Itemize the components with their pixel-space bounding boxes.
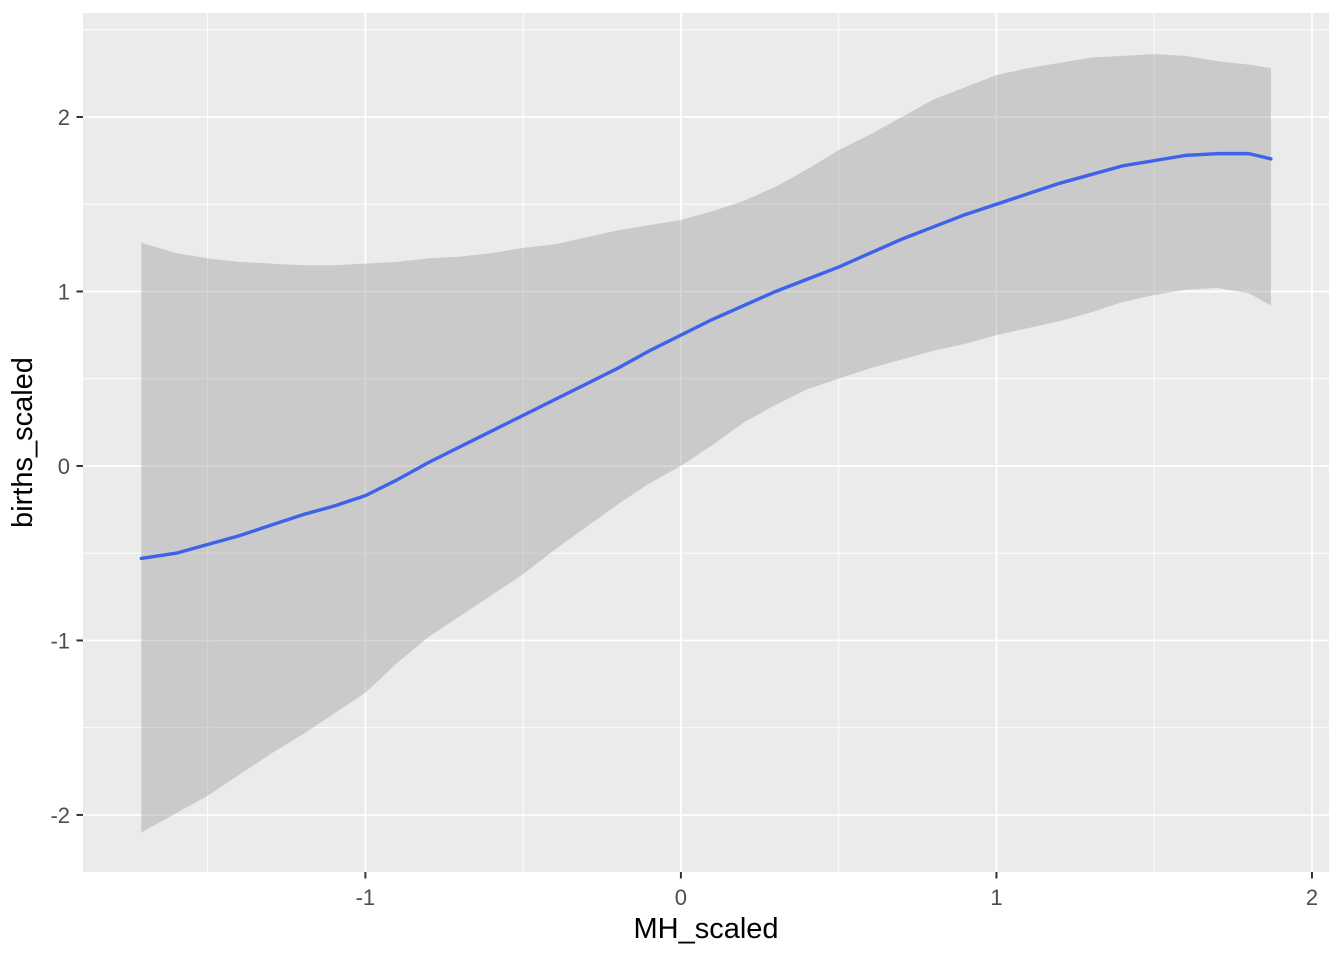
y-tick-label: 0 <box>58 454 70 479</box>
x-tick-label: 2 <box>1306 885 1318 910</box>
x-tick-label: -1 <box>356 885 376 910</box>
x-axis-title: MH_scaled <box>633 913 778 945</box>
y-tick-label: -1 <box>50 628 70 653</box>
y-axis-title: births_scaled <box>7 357 39 528</box>
panel-background <box>83 13 1329 872</box>
smooth-fit-line <box>139 151 1273 561</box>
x-tick-label: 0 <box>675 885 687 910</box>
confidence-ribbon <box>141 54 1271 833</box>
y-tick-label: 2 <box>58 105 70 130</box>
y-tick-label: 1 <box>58 279 70 304</box>
x-tick-label: 1 <box>990 885 1002 910</box>
y-tick-label: -2 <box>50 803 70 828</box>
